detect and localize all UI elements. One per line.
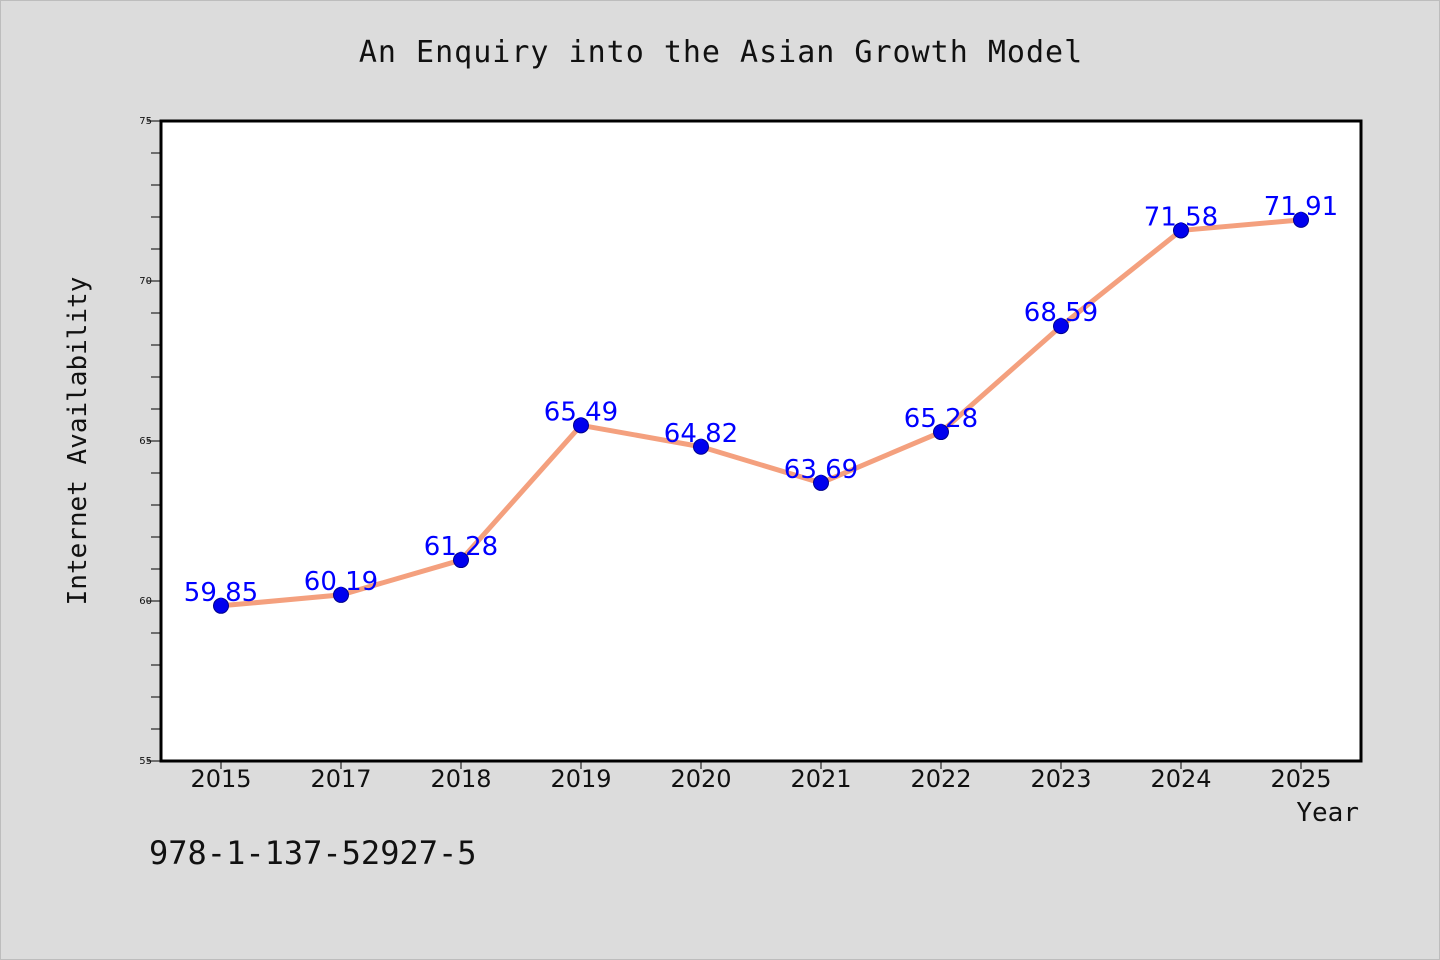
x-tick-label: 2023 <box>1030 765 1091 793</box>
data-point <box>213 597 229 614</box>
y-tick-label: 70 <box>139 276 152 287</box>
data-point <box>693 438 709 455</box>
y-tick-label: 75 <box>139 116 152 127</box>
y-axis-label: Internet Availability <box>63 277 93 606</box>
data-label: 71.58 <box>1144 202 1218 232</box>
data-point <box>1053 318 1069 335</box>
data-point <box>333 586 349 603</box>
data-point <box>813 474 829 491</box>
data-point <box>573 417 589 434</box>
x-tick-label: 2021 <box>790 765 851 793</box>
x-tick-label: 2017 <box>310 765 371 793</box>
x-tick-label: 2020 <box>670 765 731 793</box>
x-tick-label: 2019 <box>550 765 611 793</box>
x-axis-label: Year <box>1296 798 1359 828</box>
data-label: 61.28 <box>424 532 498 562</box>
data-label: 59.85 <box>184 578 258 608</box>
y-tick-label: 60 <box>139 596 152 607</box>
x-tick-label: 2024 <box>1150 765 1211 793</box>
data-label: 65.28 <box>904 404 978 434</box>
chart-title: An Enquiry into the Asian Growth Model <box>358 35 1084 70</box>
footer-code: 978-1-137-52927-5 <box>149 834 477 872</box>
x-tick-label: 2022 <box>910 765 971 793</box>
x-tick-label: 2018 <box>430 765 491 793</box>
data-label: 68.59 <box>1024 298 1098 328</box>
data-point <box>933 424 949 441</box>
data-point <box>1173 222 1189 239</box>
data-label: 71.91 <box>1264 192 1338 222</box>
y-tick-label: 65 <box>139 436 152 447</box>
data-label: 60.19 <box>304 567 378 597</box>
x-axis: 2015 2017 2018 2019 2020 2021 2022 2023 2024 2025 <box>190 761 1332 793</box>
data-label: 65.49 <box>544 397 618 427</box>
data-point <box>1293 211 1309 228</box>
series-markers <box>213 211 1309 614</box>
x-tick-label: 2025 <box>1270 765 1331 793</box>
data-labels: 59.85 60.19 61.28 65.49 64.82 63.69 65.28 68.59… <box>184 192 1338 608</box>
data-label: 64.82 <box>664 419 738 449</box>
data-point <box>453 552 469 569</box>
x-tick-label: 2015 <box>190 765 251 793</box>
plot-area <box>159 119 1363 763</box>
y-tick-label: 55 <box>139 756 152 767</box>
y-axis: 55 60 65 70 75 <box>139 116 161 767</box>
data-label: 63.69 <box>784 455 858 485</box>
series-line <box>218 217 1304 609</box>
